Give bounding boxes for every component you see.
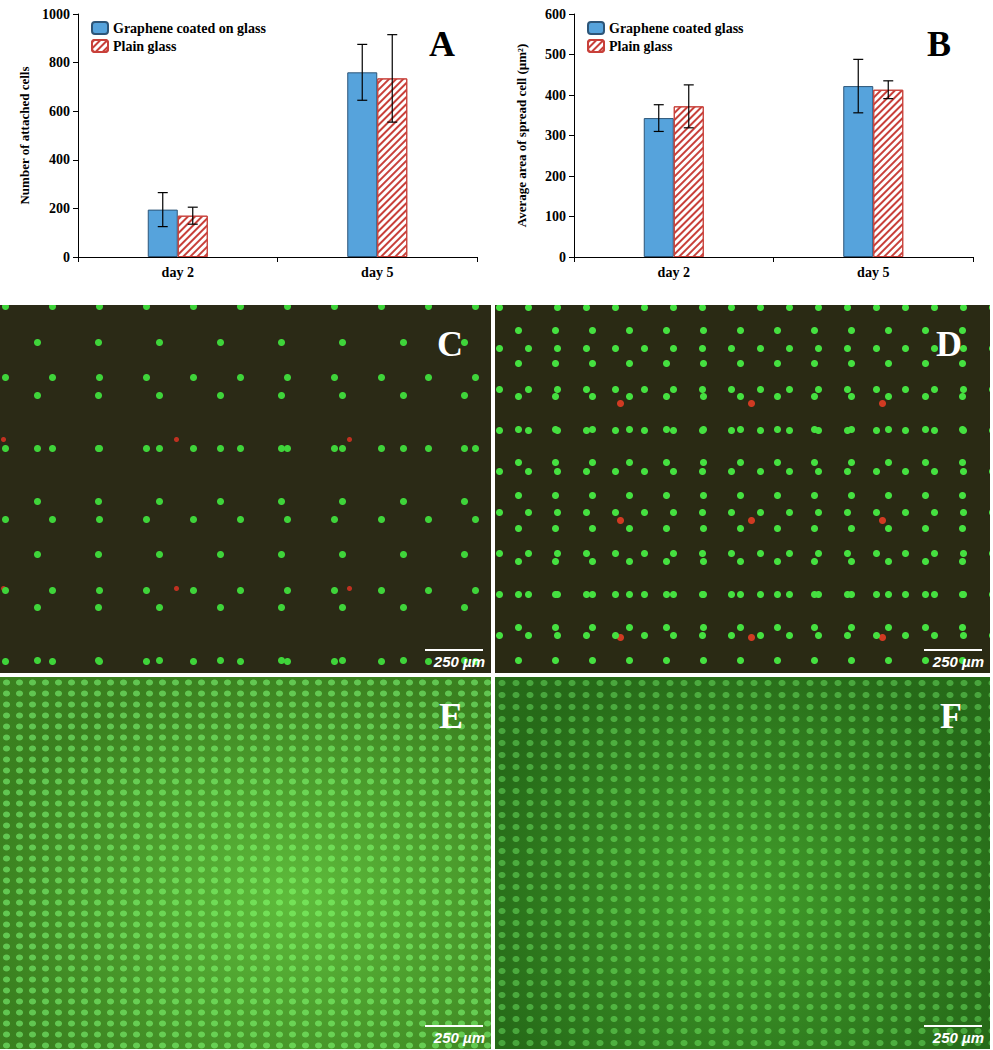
svg-text:200: 200 (49, 201, 70, 216)
html-text:D: D (936, 324, 962, 364)
svg-text:B: B (927, 24, 951, 64)
html-text:F: F (940, 696, 962, 736)
svg-text:A: A (429, 24, 455, 64)
svg-text:day 5: day 5 (361, 265, 393, 280)
svg-text:Number of attached cells: Number of attached cells (17, 66, 32, 204)
html-text:C: C (437, 324, 463, 364)
html-text:250 µm: 250 µm (433, 1029, 485, 1046)
svg-text:day 2: day 2 (658, 265, 690, 280)
svg-text:600: 600 (545, 7, 566, 22)
svg-text:day 2: day 2 (162, 265, 194, 280)
svg-text:400: 400 (49, 152, 70, 167)
svg-text:1000: 1000 (42, 7, 70, 22)
html-text:250 µm: 250 µm (932, 1029, 984, 1046)
svg-text:Graphene coated glass: Graphene coated glass (609, 21, 744, 36)
svg-text:Plain glass: Plain glass (609, 39, 673, 54)
svg-text:100: 100 (545, 209, 566, 224)
svg-text:400: 400 (545, 88, 566, 103)
svg-text:800: 800 (49, 55, 70, 70)
svg-text:500: 500 (545, 47, 566, 62)
svg-text:Graphene coated on glass: Graphene coated on glass (113, 21, 266, 36)
svg-text:200: 200 (545, 169, 566, 184)
svg-text:day 5: day 5 (857, 265, 889, 280)
html-text:250 µm: 250 µm (433, 653, 485, 670)
html-text:E: E (439, 696, 463, 736)
svg-text:600: 600 (49, 104, 70, 119)
svg-text:300: 300 (545, 128, 566, 143)
svg-text:0: 0 (63, 250, 70, 265)
svg-text:Plain glass: Plain glass (113, 39, 177, 54)
html-text:250 µm: 250 µm (932, 653, 984, 670)
svg-text:Average area of spread cell (µ: Average area of spread cell (µm²) (514, 44, 529, 228)
svg-text:0: 0 (559, 250, 566, 265)
